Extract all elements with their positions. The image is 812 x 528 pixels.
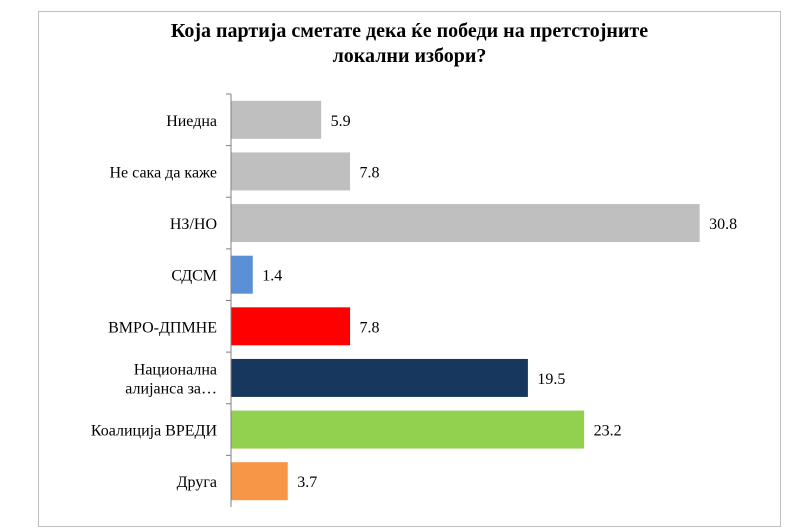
category-label-line: Не сака да каже bbox=[109, 164, 217, 181]
data-label-2: 7.8 bbox=[360, 164, 380, 181]
bar-4 bbox=[231, 255, 253, 294]
bar-2 bbox=[231, 152, 351, 191]
bar-1 bbox=[231, 100, 322, 139]
bar-6 bbox=[231, 358, 528, 397]
category-label-line: алијанса за… bbox=[125, 380, 217, 397]
data-label-6: 19.5 bbox=[537, 371, 565, 388]
category-label-line: Национална bbox=[134, 361, 217, 378]
chart-title: Која партија сметате дека ќе победи на п… bbox=[38, 19, 781, 69]
category-label-line: НЗ/НО bbox=[170, 216, 217, 233]
data-label-8: 3.7 bbox=[297, 474, 317, 491]
category-label-line: ВМРО-ДПМНЕ bbox=[108, 319, 217, 336]
data-label-1: 5.9 bbox=[331, 113, 351, 130]
bar-3 bbox=[231, 204, 700, 243]
category-label-5: ВМРО-ДПМНЕ bbox=[108, 319, 217, 336]
category-label-line: Коалиција ВРЕДИ bbox=[91, 423, 218, 440]
category-label-line: СДСМ bbox=[171, 268, 217, 285]
chart-title-line-2: локални избори? bbox=[332, 45, 487, 67]
category-label-3: НЗ/НО bbox=[170, 216, 217, 233]
bar-7 bbox=[231, 410, 585, 449]
category-label-2: Не сака да каже bbox=[109, 164, 217, 181]
bar-5 bbox=[231, 307, 351, 346]
category-label-line: Друга bbox=[177, 474, 217, 491]
data-label-5: 7.8 bbox=[360, 319, 380, 336]
bar-8 bbox=[231, 462, 288, 501]
category-label-6: Национална алијанса за… bbox=[125, 361, 217, 397]
category-label-7: Коалиција ВРЕДИ bbox=[91, 423, 218, 440]
data-label-7: 23.2 bbox=[594, 423, 622, 440]
data-label-3: 30.8 bbox=[709, 216, 737, 233]
category-label-8: Друга bbox=[177, 474, 217, 491]
data-label-4: 1.4 bbox=[262, 268, 282, 285]
category-label-1: Ниедна bbox=[166, 113, 217, 130]
chart-title-line-1: Која партија сметате дека ќе победи на п… bbox=[170, 20, 649, 42]
category-label-line: Ниедна bbox=[166, 113, 217, 130]
category-label-4: СДСМ bbox=[171, 268, 217, 285]
